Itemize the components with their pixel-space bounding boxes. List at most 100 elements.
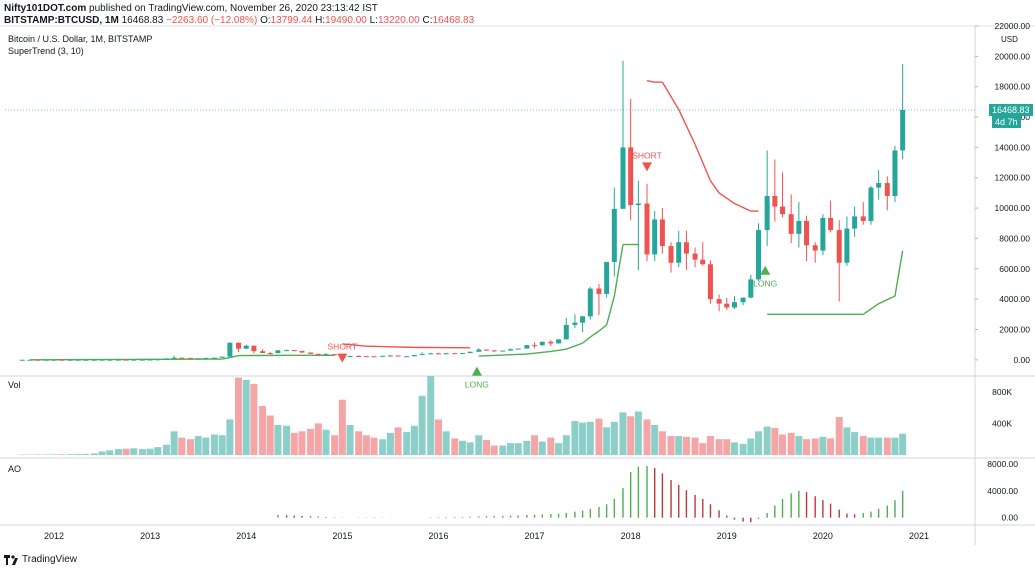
candle-body xyxy=(467,351,473,354)
candle xyxy=(236,342,242,353)
volume-bar xyxy=(370,437,378,455)
candle-body xyxy=(884,183,890,196)
candle-body xyxy=(548,341,554,344)
volume-bar xyxy=(194,436,202,455)
footer-brand[interactable]: TradingView xyxy=(22,554,78,565)
publish-info: Nifty101DOT.com published on TradingView… xyxy=(4,3,378,14)
candle-body xyxy=(219,356,225,358)
candle xyxy=(596,283,602,316)
candle xyxy=(652,211,658,262)
volume-bar xyxy=(74,454,82,455)
supertrend-segment xyxy=(894,250,904,297)
price-tick-label: 0.00 xyxy=(1013,355,1030,365)
last-price-tag: 16468.83 xyxy=(989,104,1033,116)
candle xyxy=(852,206,858,237)
candle-body xyxy=(676,242,682,263)
volume-bar xyxy=(579,422,587,455)
low-label: L: xyxy=(369,15,378,26)
candle xyxy=(731,296,737,309)
candle xyxy=(604,261,610,298)
candle xyxy=(764,150,770,247)
volume-bar xyxy=(466,442,474,455)
volume-bar xyxy=(851,432,859,455)
candle-body xyxy=(804,220,810,246)
volume-bar xyxy=(274,424,282,455)
volume-bar xyxy=(819,436,827,455)
volume-bar xyxy=(130,448,138,455)
volume-bar xyxy=(739,443,747,455)
candle-body xyxy=(900,109,906,151)
volume-bar xyxy=(867,437,875,455)
volume-bar xyxy=(779,434,787,455)
candle-body xyxy=(716,299,722,304)
candle xyxy=(35,359,41,361)
signal-label: LONG xyxy=(465,380,489,390)
time-tick-label: 2014 xyxy=(236,531,256,541)
candle xyxy=(179,357,185,359)
candle-body xyxy=(868,187,874,221)
volume-bar xyxy=(434,419,442,455)
volume-bar xyxy=(595,418,603,455)
author-name: Nifty101DOT.com xyxy=(4,3,87,14)
candle-body xyxy=(299,350,305,353)
price-tick-label: 22000.00 xyxy=(995,21,1031,31)
volume-bar xyxy=(242,379,250,455)
candle xyxy=(27,359,33,361)
candle-body xyxy=(67,359,73,361)
candle-body xyxy=(724,303,730,308)
candle xyxy=(284,349,290,352)
candle xyxy=(572,314,578,328)
candle xyxy=(371,356,377,358)
supertrend-segment xyxy=(598,324,608,332)
axes: 0.00 2000.00 4000.00 6000.00 8000.00 10000.00… xyxy=(44,21,1030,541)
candle xyxy=(683,230,689,271)
candle-body xyxy=(51,359,57,361)
candle-body xyxy=(620,147,626,209)
volume-bar xyxy=(235,377,243,455)
candle xyxy=(395,355,401,357)
candle xyxy=(267,352,273,355)
footer: TradingView xyxy=(4,554,77,565)
candle xyxy=(676,230,682,268)
volume-bar xyxy=(58,454,66,455)
volume-bar xyxy=(507,443,515,455)
volume-bar xyxy=(346,424,354,455)
candle xyxy=(740,297,746,306)
supertrend-segment xyxy=(661,81,680,110)
supertrend-segment xyxy=(605,295,616,326)
volume-bar xyxy=(122,448,130,455)
candle-body xyxy=(212,357,218,359)
time-tick-label: 2019 xyxy=(717,531,737,541)
candle-body xyxy=(572,322,578,325)
candle xyxy=(884,176,890,211)
supertrend-segment xyxy=(222,356,231,360)
volume-bar xyxy=(186,439,194,455)
volume-bar xyxy=(322,429,330,455)
candle-body xyxy=(860,216,866,221)
candle xyxy=(868,186,874,225)
candle xyxy=(75,359,81,361)
candle-body xyxy=(892,150,898,196)
candle-body xyxy=(596,288,602,294)
supertrend-segment xyxy=(678,109,696,145)
time-tick-label: 2017 xyxy=(525,531,545,541)
close-value: 16468.83 xyxy=(432,15,475,26)
candle-body xyxy=(187,357,193,359)
volume-bar xyxy=(730,442,738,455)
candle xyxy=(484,349,489,351)
tradingview-logo-icon xyxy=(4,554,18,565)
candle-body xyxy=(748,279,754,298)
candle-body xyxy=(380,355,386,357)
volume-bar xyxy=(883,437,891,455)
volume-bar xyxy=(106,450,114,455)
candle xyxy=(716,294,722,312)
candle-body xyxy=(155,359,161,361)
candle-body xyxy=(428,353,434,355)
candle-body xyxy=(644,203,650,255)
price-tick-label: 10000.00 xyxy=(995,203,1031,213)
candle xyxy=(19,359,25,361)
volume-bar xyxy=(154,447,162,455)
candle-body xyxy=(203,357,209,359)
main-pane-title: Bitcoin / U.S. Dollar, 1M, BITSTAMP xyxy=(8,34,152,44)
candle xyxy=(443,353,449,355)
